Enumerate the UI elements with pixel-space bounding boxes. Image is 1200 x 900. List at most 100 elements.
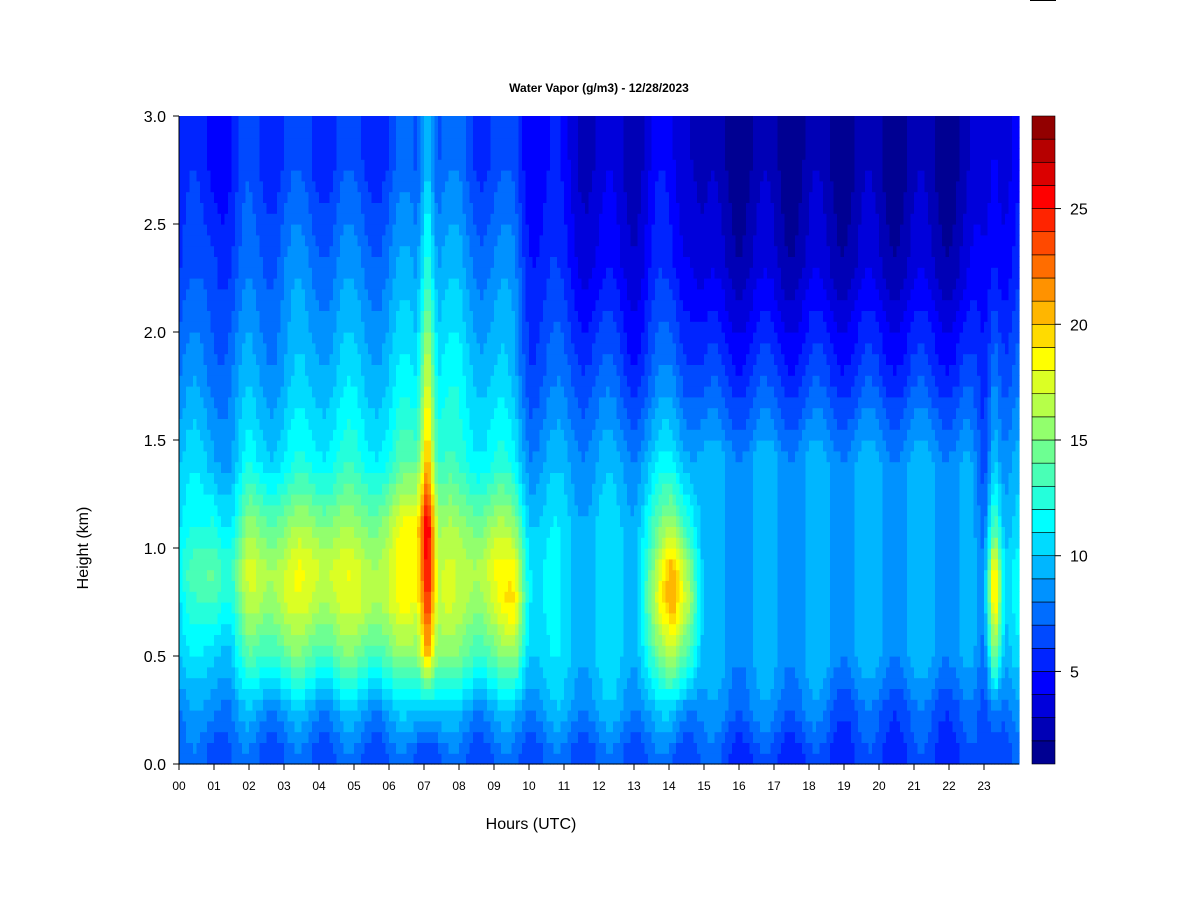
heatmap-cell	[210, 299, 215, 311]
heatmap-cell	[186, 256, 191, 268]
heatmap-cell	[438, 429, 443, 441]
heatmap-cell	[357, 494, 362, 506]
heatmap-cell	[189, 666, 194, 679]
heatmap-cell	[378, 278, 383, 290]
heatmap-cell	[207, 288, 212, 301]
heatmap-cell	[210, 202, 215, 214]
heatmap-cell	[361, 623, 366, 635]
heatmap-cell	[210, 440, 215, 452]
heatmap-cell	[455, 569, 460, 581]
heatmap-cell	[445, 731, 450, 743]
heatmap-cell	[396, 116, 401, 128]
heatmap-cell	[319, 353, 324, 365]
heatmap-cell	[266, 202, 271, 214]
heatmap-cell	[315, 332, 320, 344]
heatmap-cell	[322, 202, 327, 214]
heatmap-cell	[333, 742, 338, 754]
heatmap-cell	[448, 731, 453, 743]
heatmap-cell	[354, 256, 359, 268]
heatmap-cell	[364, 548, 369, 560]
heatmap-cell	[452, 688, 457, 700]
heatmap-cell	[441, 278, 446, 290]
heatmap-cell	[196, 396, 201, 409]
heatmap-cell	[389, 170, 394, 182]
heatmap-cell	[221, 267, 226, 279]
heatmap-cell	[392, 288, 397, 301]
heatmap-cell	[259, 612, 264, 625]
heatmap-cell	[333, 375, 338, 387]
heatmap-cell	[280, 677, 285, 689]
heatmap-cell	[347, 504, 352, 517]
heatmap-cell	[214, 731, 219, 743]
heatmap-cell	[221, 548, 226, 560]
heatmap-cell	[235, 429, 240, 441]
heatmap-cell	[441, 332, 446, 344]
heatmap-cell	[466, 742, 471, 754]
heatmap-cell	[403, 602, 408, 614]
heatmap-cell	[340, 126, 345, 139]
heatmap-cell	[368, 710, 373, 722]
heatmap-cell	[354, 440, 359, 452]
heatmap-cell	[308, 407, 313, 419]
heatmap-cell	[424, 440, 429, 452]
heatmap-cell	[357, 483, 362, 495]
heatmap-cell	[389, 461, 394, 473]
heatmap-cell	[305, 288, 310, 301]
heatmap-cell	[368, 526, 373, 538]
heatmap-cell	[396, 148, 401, 160]
heatmap-cell	[382, 656, 387, 668]
heatmap-cell	[315, 461, 320, 473]
heatmap-cell	[312, 148, 317, 160]
heatmap-cell	[410, 602, 415, 614]
heatmap-cell	[431, 461, 436, 473]
heatmap-cell	[231, 602, 236, 614]
heatmap-cell	[189, 504, 194, 517]
heatmap-cell	[224, 407, 229, 419]
heatmap-cell	[294, 515, 299, 527]
heatmap-cell	[319, 418, 324, 430]
heatmap-cell	[217, 688, 222, 700]
heatmap-cell	[266, 558, 271, 571]
heatmap-cell	[333, 364, 338, 376]
heatmap-cell	[399, 720, 404, 733]
heatmap-cell	[196, 224, 201, 236]
heatmap-cell	[238, 580, 243, 592]
heatmap-cell	[459, 548, 464, 560]
heatmap-cell	[312, 256, 317, 268]
heatmap-cell	[270, 202, 275, 214]
heatmap-cell	[361, 602, 366, 614]
heatmap-cell	[389, 645, 394, 657]
heatmap-cell	[315, 202, 320, 214]
heatmap-cell	[424, 288, 429, 301]
heatmap-cell	[214, 310, 219, 322]
heatmap-cell	[312, 321, 317, 333]
heatmap-cell	[263, 364, 268, 376]
heatmap-cell	[245, 321, 250, 333]
heatmap-cell	[217, 580, 222, 592]
heatmap-cell	[221, 418, 226, 430]
heatmap-cell	[231, 224, 236, 236]
heatmap-cell	[452, 440, 457, 452]
heatmap-cell	[256, 148, 261, 160]
heatmap-cell	[221, 494, 226, 506]
heatmap-cell	[200, 159, 205, 171]
heatmap-cell	[308, 386, 313, 398]
heatmap-cell	[410, 288, 415, 301]
heatmap-cell	[343, 504, 348, 517]
heatmap-cell	[385, 602, 390, 614]
heatmap-cell	[354, 526, 359, 538]
heatmap-cell	[322, 159, 327, 171]
heatmap-cell	[189, 753, 194, 765]
heatmap-cell	[203, 440, 208, 452]
heatmap-cell	[354, 656, 359, 668]
heatmap-cell	[179, 450, 184, 463]
heatmap-cell	[347, 180, 352, 193]
heatmap-cell	[434, 170, 439, 182]
heatmap-cell	[312, 731, 317, 743]
heatmap-cell	[249, 656, 254, 668]
heatmap-cell	[308, 191, 313, 203]
heatmap-cell	[466, 116, 471, 128]
heatmap-cell	[354, 116, 359, 128]
heatmap-cell	[368, 159, 373, 171]
heatmap-cell	[455, 267, 460, 279]
